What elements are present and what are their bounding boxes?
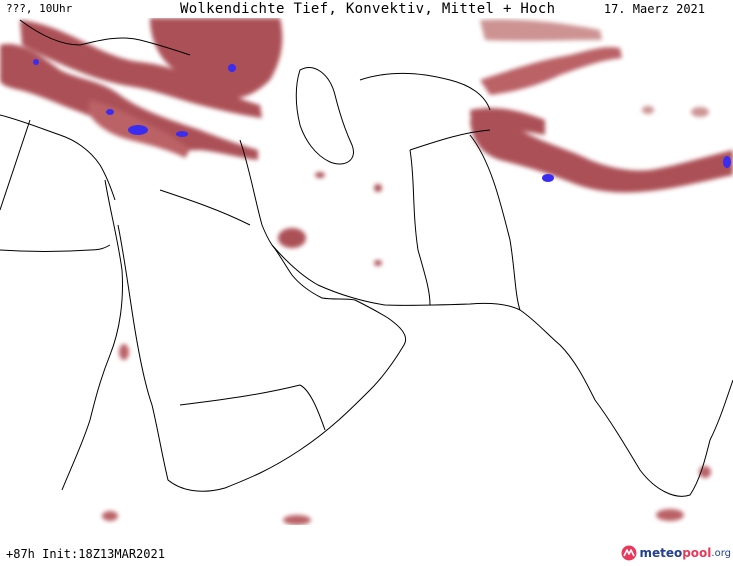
cloud-cell-iran-3: [374, 260, 382, 266]
cloud-cell-ne-far: [691, 107, 709, 117]
cloud-cell-ne-near: [642, 106, 654, 114]
cloud-field-himalaya: [470, 119, 733, 193]
map-svg: [0, 18, 733, 525]
coastline-iran: [271, 244, 521, 311]
coastline-caspian: [295, 67, 354, 165]
convective-layer: [33, 59, 731, 182]
brand-text-meteo: meteo: [639, 546, 683, 560]
cloud-cell-yemen: [119, 344, 129, 360]
cloud-field-northeast-upper: [480, 19, 602, 41]
border-africa-diag: [0, 119, 31, 211]
cloud-field-northwest: [0, 44, 258, 160]
brand-text-pool: pool: [682, 546, 712, 560]
convective-cell: [176, 131, 188, 137]
border-iran-iraq: [239, 139, 273, 246]
cloud-cell-iran-2: [315, 172, 325, 178]
convective-cell: [128, 125, 148, 135]
convective-cell: [723, 156, 731, 168]
border-pakistan-india: [469, 134, 521, 311]
border-saudi-iraq: [159, 189, 251, 226]
date-label: 17. Maerz 2021: [603, 2, 705, 16]
cloud-cover-layer: [0, 18, 733, 525]
coastline-blacksea: [19, 19, 191, 56]
convective-cell: [33, 59, 39, 65]
convective-cell: [542, 174, 554, 182]
cloud-field-tianshan: [480, 47, 622, 95]
convective-cell: [106, 109, 114, 115]
coastline-mediterranean: [0, 114, 116, 201]
border-egypt-sudan: [0, 244, 111, 252]
cloud-cell-south-2: [656, 509, 684, 521]
meteopool-logo-icon: [621, 545, 637, 561]
valid-time-label: ???, 10Uhr: [6, 2, 73, 15]
cloud-cell-somalia: [102, 511, 118, 521]
border-central-asia: [359, 72, 491, 111]
convective-cell: [228, 64, 236, 72]
map-title: Wolkendichte Tief, Konvektiv, Mittel + H…: [180, 1, 556, 17]
border-saudi-yemen: [179, 384, 301, 406]
coastline-india: [519, 309, 733, 497]
border-afghanistan-north: [409, 129, 491, 151]
cloud-field-caucasus: [150, 18, 283, 99]
border-iran-afghanistan: [409, 149, 431, 306]
map-area: [0, 18, 733, 525]
brand-text-org: .org: [711, 547, 731, 559]
coastline-arabia: [117, 224, 406, 492]
coastline-africa: [61, 179, 123, 491]
cloud-cell-iran-1: [374, 184, 382, 192]
cloud-cell-zagros: [278, 228, 306, 248]
borders-layer: [0, 19, 733, 497]
cloud-cell-south-1: [283, 515, 311, 525]
meteopool-brand[interactable]: meteo pool .org: [621, 543, 731, 563]
cloud-field-kashmir: [470, 108, 545, 135]
border-oman: [299, 384, 326, 431]
forecast-run-label: +87h Init:18Z13MAR2021: [6, 547, 165, 561]
